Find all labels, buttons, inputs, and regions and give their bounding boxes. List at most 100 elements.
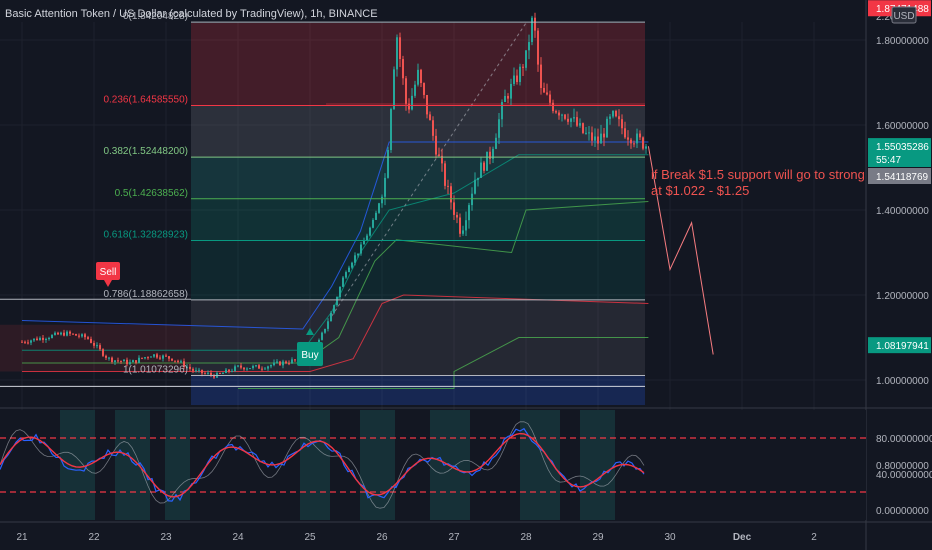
- sell-label: Sell: [100, 267, 117, 278]
- candle-body: [399, 37, 401, 60]
- candle-body: [186, 366, 188, 368]
- candle-body: [252, 366, 254, 369]
- candle-body: [519, 66, 521, 83]
- candle-body: [375, 212, 377, 220]
- candle-body: [33, 338, 35, 341]
- candle-body: [510, 83, 512, 99]
- candle-body: [444, 163, 446, 186]
- candle-body: [450, 186, 452, 203]
- currency-badge[interactable]: USD: [891, 6, 917, 24]
- candle-body: [492, 148, 494, 159]
- candle-body: [549, 94, 551, 103]
- osc-shade: [115, 410, 150, 520]
- candle-body: [471, 193, 473, 206]
- candle-body: [159, 357, 161, 359]
- candle-body: [603, 133, 605, 138]
- candle-body: [336, 297, 338, 306]
- candle-body: [357, 253, 359, 256]
- candle-body: [414, 84, 416, 96]
- candle-body: [105, 355, 107, 358]
- currency-label: USD: [893, 11, 914, 22]
- candle-body: [321, 332, 323, 340]
- candle-body: [39, 337, 41, 341]
- osc-background: [0, 410, 866, 520]
- candle-body: [42, 337, 44, 340]
- time-tick-label: 21: [16, 532, 28, 543]
- candle-body: [327, 321, 329, 329]
- candle-body: [48, 338, 50, 340]
- candle-body: [345, 272, 347, 278]
- band-support: [238, 337, 649, 389]
- candle-body: [270, 365, 272, 367]
- candle-body: [180, 361, 182, 363]
- candle-body: [555, 111, 557, 113]
- candle-body: [189, 366, 191, 369]
- candle-body: [57, 332, 59, 335]
- osc-shade: [165, 410, 190, 520]
- candle-body: [642, 137, 644, 149]
- sell-signal[interactable]: Sell: [96, 262, 120, 287]
- candle-body: [522, 66, 524, 68]
- candle-body: [96, 345, 98, 347]
- sell-arrow-icon: [104, 280, 112, 287]
- candle-body: [219, 373, 221, 375]
- candle-body: [531, 17, 533, 43]
- osc-shade: [580, 410, 615, 520]
- candle-body: [120, 360, 122, 362]
- candle-body: [258, 365, 260, 369]
- candle-body: [354, 255, 356, 263]
- candle-body: [27, 342, 29, 344]
- time-tick-label: 2: [811, 532, 817, 543]
- candle-body: [477, 177, 479, 180]
- time-tick-label: 26: [376, 532, 388, 543]
- candle-body: [495, 137, 497, 149]
- candle-body: [168, 356, 170, 359]
- time-tick-label: 27: [448, 532, 460, 543]
- projected-path: [647, 146, 714, 355]
- candle-body: [99, 345, 101, 350]
- candle-body: [339, 286, 341, 298]
- candle-body: [21, 341, 23, 343]
- candle-body: [192, 368, 194, 371]
- candle-body: [249, 368, 251, 370]
- candle-body: [30, 340, 32, 343]
- oscillator-axis[interactable]: 80.00000000 40.00000000 0.00000000: [876, 434, 932, 517]
- candle-body: [624, 128, 626, 138]
- candle-body: [390, 109, 392, 150]
- candle-body: [525, 50, 527, 68]
- candle-body: [243, 367, 245, 370]
- candle-body: [222, 373, 224, 375]
- fib-label: 0.5(1.42638562): [115, 188, 188, 199]
- candle-body: [627, 137, 629, 140]
- zone-left-band: [0, 324, 191, 372]
- osc-tick-label: 0.00000000: [876, 506, 929, 517]
- candle-body: [543, 87, 545, 93]
- candle-body: [597, 136, 599, 144]
- candle-body: [207, 372, 209, 374]
- candle-body: [150, 356, 152, 358]
- fib-label: 1(1.01073296): [123, 364, 188, 375]
- time-axis[interactable]: 21 22 23 24 25 26 27 28 29 30 Dec 2: [16, 532, 817, 543]
- candle-body: [504, 95, 506, 103]
- candle-body: [261, 368, 263, 370]
- candle-body: [429, 114, 431, 121]
- candle-body: [324, 328, 326, 333]
- candle-body: [411, 95, 413, 110]
- candle-body: [93, 342, 95, 346]
- candle-body: [78, 335, 80, 337]
- candle-body: [594, 136, 596, 141]
- candle-body: [513, 75, 515, 84]
- candle-body: [165, 355, 167, 357]
- candle-body: [570, 118, 572, 122]
- candle-body: [438, 154, 440, 156]
- candle-body: [171, 358, 173, 361]
- candle-body: [459, 217, 461, 234]
- candle-body: [246, 368, 248, 370]
- candle-body: [636, 133, 638, 144]
- candle-body: [534, 17, 536, 31]
- price-tick-label: 2.20: [876, 12, 896, 23]
- currency-box: [891, 6, 917, 24]
- candle-body: [606, 118, 608, 138]
- buy-signal[interactable]: Buy: [297, 328, 323, 366]
